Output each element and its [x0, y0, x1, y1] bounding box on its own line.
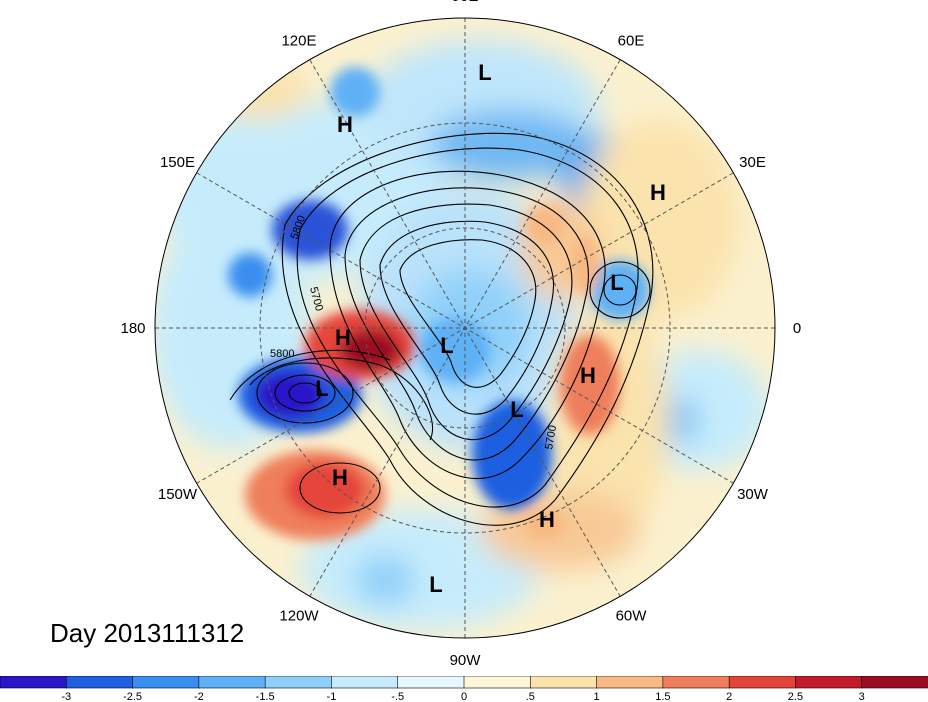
colorbar: -3 -2.5 -2 -1.5 -1 -.5 0 .5 1 1.5 2 2.5 3	[0, 676, 928, 702]
longitude-label: 90W	[450, 652, 482, 669]
colorbar-swatch	[65, 676, 134, 689]
colorbar-tick-label: 1.5	[655, 691, 670, 702]
anomaly-field	[155, 18, 775, 638]
day-label: Day 2013111312	[50, 618, 245, 648]
colorbar-tick-label: -2	[194, 691, 204, 702]
graticule	[155, 18, 775, 638]
high-pressure-label: H	[335, 325, 351, 350]
colorbar-tick-label: -3	[61, 691, 71, 702]
longitude-label: 90E	[452, 0, 479, 5]
colorbar-tick-label: 3	[859, 691, 865, 702]
longitude-label: 30W	[737, 486, 769, 503]
colorbar-tick-label: -.5	[391, 691, 404, 702]
low-pressure-label: L	[440, 333, 453, 358]
colorbar-tick-label: 1	[594, 691, 600, 702]
pressure-centers: L H H L H L L H L H H L	[315, 60, 666, 597]
contour-labels: 5800 5700 5800 5700	[270, 214, 559, 451]
colorbar-swatch	[529, 676, 598, 689]
high-pressure-label: H	[580, 363, 596, 388]
longitude-label: 150W	[158, 486, 198, 503]
longitude-label: 120E	[281, 32, 316, 49]
low-pressure-label: L	[429, 572, 442, 597]
longitude-label: 180	[120, 320, 145, 337]
colorbar-tick-label: 2	[726, 691, 732, 702]
longitude-label: 150E	[160, 154, 195, 171]
longitude-label: 60E	[618, 32, 645, 49]
high-pressure-label: H	[539, 507, 555, 532]
colorbar-swatch	[463, 676, 532, 689]
colorbar-swatch	[331, 676, 399, 689]
colorbar-swatch	[662, 676, 730, 689]
colorbar-tick-label: -1	[327, 691, 337, 702]
high-pressure-label: H	[650, 180, 666, 205]
low-pressure-label: L	[510, 397, 523, 422]
colorbar-tick-label: .5	[526, 691, 535, 702]
longitude-label: 60W	[616, 608, 648, 625]
colorbar-swatch	[198, 676, 266, 689]
high-pressure-label: H	[337, 112, 353, 137]
low-pressure-label: L	[315, 376, 328, 401]
colorbar-swatch	[795, 676, 863, 689]
height-contours	[229, 132, 654, 526]
longitude-label: 120W	[279, 608, 319, 625]
colorbar-swatch	[397, 676, 465, 689]
longitude-label: 30E	[739, 154, 766, 171]
colorbar-tick-label: -1.5	[256, 691, 275, 702]
contour-label: 5700	[543, 424, 559, 450]
colorbar-swatch	[596, 676, 664, 689]
colorbar-swatch	[132, 676, 200, 689]
colorbar-swatch	[0, 676, 68, 689]
colorbar-swatch	[728, 676, 797, 689]
longitude-label: 0	[793, 320, 801, 337]
low-pressure-label: L	[478, 60, 491, 85]
low-pressure-label: L	[610, 270, 623, 295]
contour-label: 5800	[270, 348, 294, 360]
high-pressure-label: H	[332, 465, 348, 490]
colorbar-tick-label: 0	[461, 691, 467, 702]
colorbar-swatch	[861, 676, 928, 689]
map-boundary	[154, 17, 776, 639]
colorbar-tick-label: 2.5	[788, 691, 803, 702]
longitude-labels: 90E 60E 30E 0 30W 60W 90W 120W 150W 180 150E 120E	[120, 0, 801, 669]
colorbar-swatch	[264, 676, 333, 689]
colorbar-tick-label: -2.5	[123, 691, 142, 702]
